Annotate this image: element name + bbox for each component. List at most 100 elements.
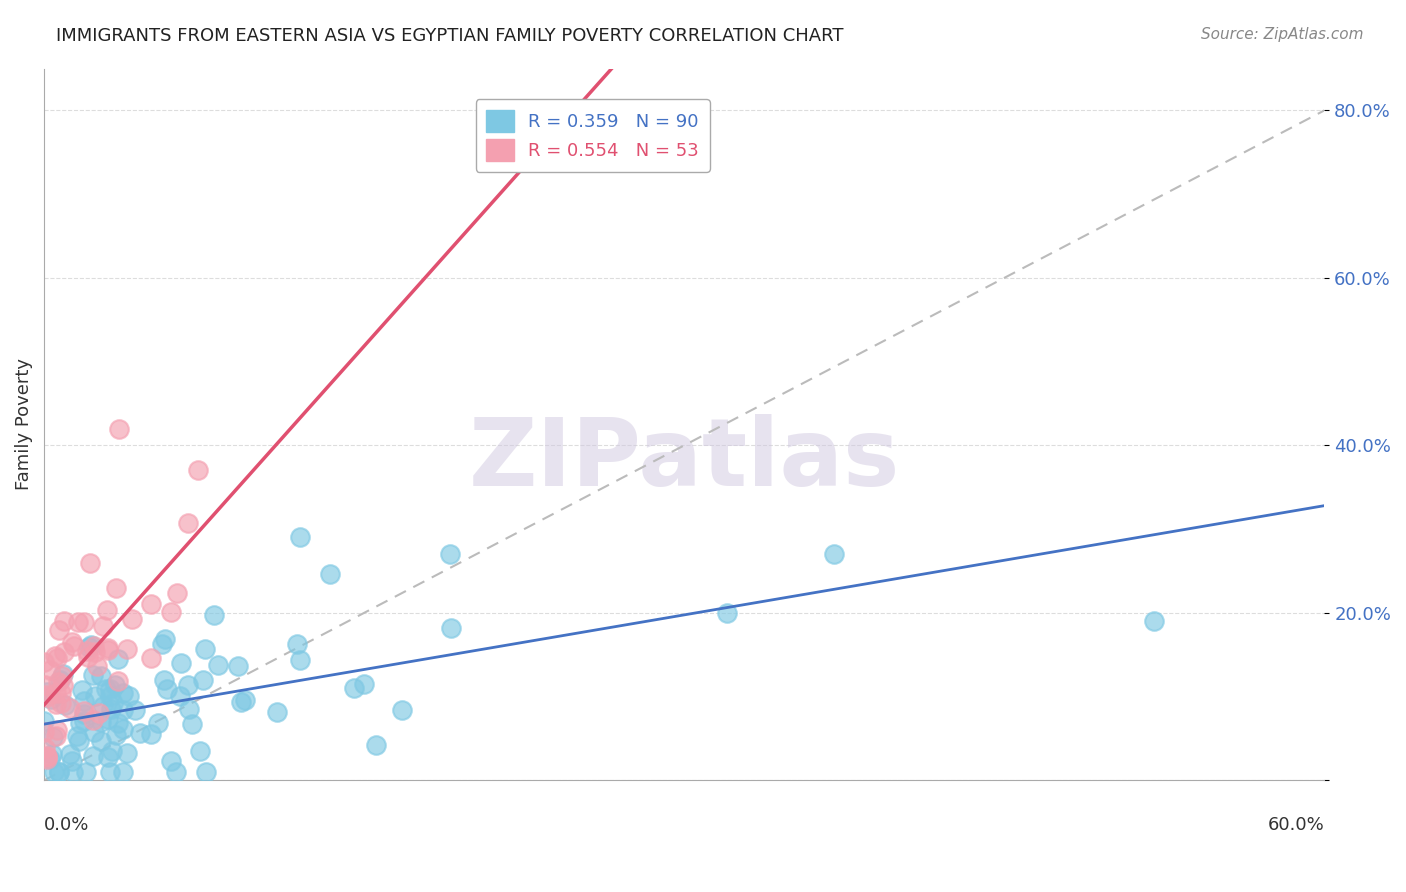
Point	[34, 688, 56, 702]
Point	[103, 696, 125, 710]
Point	[53, 614, 76, 628]
Legend: R = 0.359   N = 90, R = 0.554   N = 53: R = 0.359 N = 90, R = 0.554 N = 53	[475, 99, 710, 172]
Point	[288, 653, 311, 667]
Point	[69, 716, 91, 731]
Point	[35, 748, 58, 763]
Point	[34, 725, 56, 739]
Point	[48, 623, 70, 637]
Point	[83, 645, 105, 659]
Point	[98, 689, 121, 703]
Point	[41, 730, 63, 744]
Point	[35, 685, 58, 699]
Point	[148, 716, 170, 731]
Point	[716, 606, 738, 620]
Point	[49, 696, 72, 710]
Point	[49, 673, 72, 687]
Point	[229, 695, 252, 709]
Point	[107, 652, 129, 666]
Point	[97, 643, 120, 657]
Point	[60, 634, 83, 648]
Point	[177, 701, 200, 715]
Point	[52, 678, 75, 692]
Point	[90, 714, 112, 729]
Point	[97, 712, 120, 726]
Point	[46, 674, 69, 689]
Point	[112, 723, 135, 737]
Point	[194, 642, 217, 657]
Point	[87, 706, 110, 720]
Point	[96, 603, 118, 617]
Point	[124, 703, 146, 717]
Point	[62, 764, 84, 779]
Point	[94, 682, 117, 697]
Point	[44, 648, 66, 663]
Text: Source: ZipAtlas.com: Source: ZipAtlas.com	[1201, 27, 1364, 42]
Point	[82, 667, 104, 681]
Point	[52, 667, 75, 681]
Point	[35, 690, 58, 705]
Point	[77, 650, 100, 665]
Point	[150, 637, 173, 651]
Point	[318, 566, 340, 581]
Point	[93, 698, 115, 713]
Point	[235, 693, 257, 707]
Point	[86, 658, 108, 673]
Point	[202, 608, 225, 623]
Point	[193, 673, 215, 687]
Point	[48, 764, 70, 779]
Point	[67, 734, 90, 748]
Point	[288, 531, 311, 545]
Point	[59, 701, 82, 715]
Point	[45, 723, 67, 737]
Point	[44, 764, 66, 779]
Point	[823, 547, 845, 561]
Point	[207, 658, 229, 673]
Point	[37, 752, 59, 766]
Point	[53, 646, 76, 660]
Point	[60, 755, 83, 769]
Point	[118, 690, 141, 704]
Point	[59, 747, 82, 761]
Point	[34, 678, 56, 692]
Point	[104, 678, 127, 692]
Text: IMMIGRANTS FROM EASTERN ASIA VS EGYPTIAN FAMILY POVERTY CORRELATION CHART: IMMIGRANTS FROM EASTERN ASIA VS EGYPTIAN…	[56, 27, 844, 45]
Point	[181, 717, 204, 731]
Point	[121, 612, 143, 626]
Point	[226, 658, 249, 673]
Point	[364, 739, 387, 753]
Point	[83, 639, 105, 653]
Point	[41, 692, 63, 706]
Point	[45, 685, 67, 699]
Point	[100, 702, 122, 716]
Point	[105, 728, 128, 742]
Point	[353, 677, 375, 691]
Point	[48, 764, 70, 779]
Point	[115, 641, 138, 656]
Point	[79, 556, 101, 570]
Point	[440, 621, 463, 635]
Point	[82, 749, 104, 764]
Point	[194, 764, 217, 779]
Point	[169, 690, 191, 704]
Point	[96, 750, 118, 764]
Point	[101, 744, 124, 758]
Point	[76, 643, 98, 657]
Point	[111, 764, 134, 779]
Point	[160, 754, 183, 768]
Point	[72, 714, 94, 729]
Point	[34, 741, 56, 756]
Point	[83, 725, 105, 739]
Point	[107, 716, 129, 731]
Point	[39, 752, 62, 766]
Point	[439, 547, 461, 561]
Point	[66, 729, 89, 743]
Point	[41, 747, 63, 761]
Point	[90, 733, 112, 747]
Point	[156, 681, 179, 696]
Point	[37, 749, 59, 764]
Point	[107, 673, 129, 688]
Point	[90, 669, 112, 683]
Point	[160, 605, 183, 619]
Point	[112, 686, 135, 700]
Point	[187, 463, 209, 477]
